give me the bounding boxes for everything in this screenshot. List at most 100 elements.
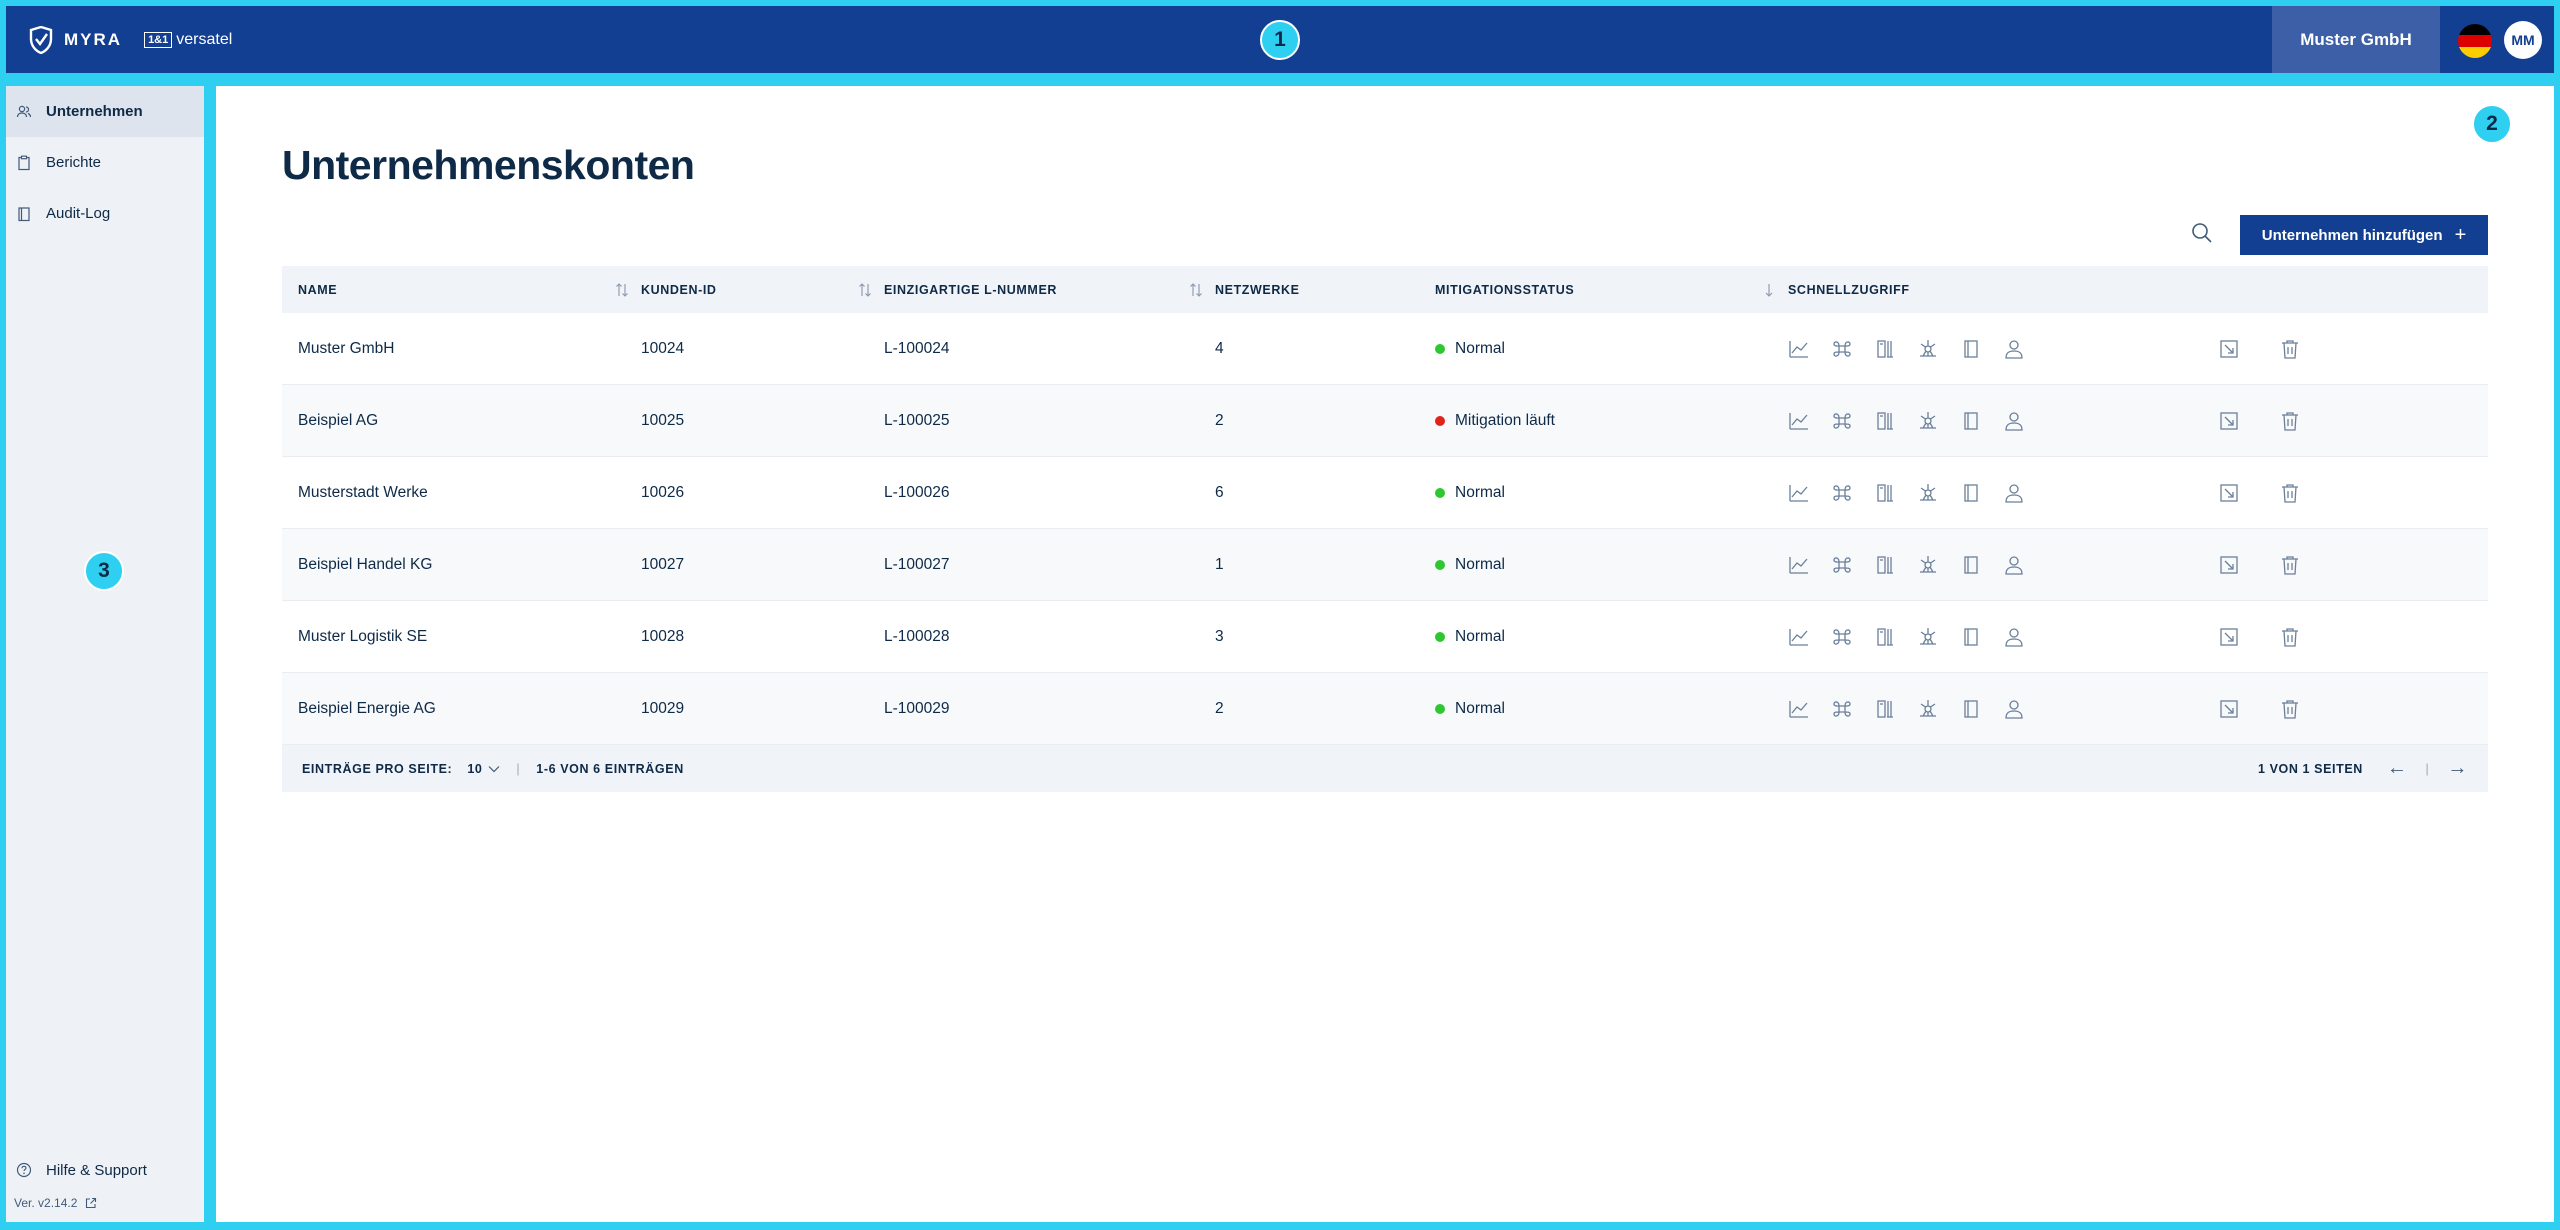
file-icon[interactable] <box>1960 626 1982 648</box>
command-icon[interactable] <box>1831 410 1853 432</box>
version-info[interactable]: Ver. v2.14.2 <box>6 1190 204 1222</box>
search-icon[interactable] <box>2189 220 2215 246</box>
trash-icon[interactable] <box>2279 554 2301 576</box>
command-icon[interactable] <box>1831 626 1853 648</box>
table-row[interactable]: Muster GmbH 10024 L-100024 4 Normal <box>282 313 2488 385</box>
plus-icon: + <box>2454 223 2467 246</box>
network-icon[interactable] <box>1917 698 1939 720</box>
user-icon[interactable] <box>2003 482 2025 504</box>
edit-icon[interactable] <box>2218 482 2240 504</box>
annotation-badge-1: 1 <box>1260 20 1300 60</box>
user-icon[interactable] <box>2003 626 2025 648</box>
user-icon[interactable] <box>2003 410 2025 432</box>
chart-icon[interactable] <box>1788 554 1810 576</box>
file-icon[interactable] <box>1960 698 1982 720</box>
trash-icon[interactable] <box>2279 410 2301 432</box>
user-icon[interactable] <box>2003 338 2025 360</box>
chart-icon[interactable] <box>1788 626 1810 648</box>
sort-icon <box>1189 282 1203 298</box>
document-icon <box>16 206 32 222</box>
customer-id: 10024 <box>641 339 685 357</box>
chart-icon[interactable] <box>1788 698 1810 720</box>
version-label: Ver. v2.14.2 <box>14 1196 78 1210</box>
cell-netzwerke: 4 <box>1215 313 1435 384</box>
sidebar-item-audit-log[interactable]: Audit-Log <box>6 188 204 239</box>
server-icon[interactable] <box>1874 338 1896 360</box>
network-icon[interactable] <box>1917 338 1939 360</box>
column-label: EINZIGARTIGE L-NUMMER <box>884 282 1058 297</box>
per-page-value: 10 <box>467 761 483 776</box>
sidebar-item-unternehmen[interactable]: Unternehmen <box>6 86 204 137</box>
network-icon[interactable] <box>1917 410 1939 432</box>
command-icon[interactable] <box>1831 698 1853 720</box>
per-page-select[interactable]: 10 <box>467 762 500 776</box>
cell-actions <box>2218 529 2488 600</box>
chart-icon[interactable] <box>1788 410 1810 432</box>
edit-icon[interactable] <box>2218 554 2240 576</box>
column-header-name[interactable]: NAME <box>282 266 641 313</box>
trash-icon[interactable] <box>2279 626 2301 648</box>
company-name: Musterstadt Werke <box>298 483 428 501</box>
status-dot <box>1435 559 1445 570</box>
add-company-button[interactable]: Unternehmen hinzufügen + <box>2240 215 2488 255</box>
next-page-arrow-icon[interactable]: → <box>2447 757 2468 779</box>
company-name: Muster GmbH <box>298 339 395 357</box>
edit-icon[interactable] <box>2218 410 2240 432</box>
pagination: 1 VON 1 SEITEN ← | → <box>2258 757 2468 780</box>
table-row[interactable]: Beispiel Handel KG 10027 L-100027 1 Normal <box>282 529 2488 601</box>
company-switcher[interactable]: Muster GmbH <box>2272 6 2440 73</box>
server-icon[interactable] <box>1874 698 1896 720</box>
table-row[interactable]: Beispiel Energie AG 10029 L-100029 2 Normal <box>282 673 2488 745</box>
row-actions <box>2218 626 2340 648</box>
server-icon[interactable] <box>1874 410 1896 432</box>
file-icon[interactable] <box>1960 482 1982 504</box>
network-icon[interactable] <box>1917 482 1939 504</box>
german-flag-icon[interactable] <box>2458 24 2492 58</box>
network-count: 2 <box>1215 411 1224 429</box>
prev-page-arrow-icon[interactable]: ← <box>2386 757 2408 779</box>
brand-logo[interactable]: MYRA <box>28 25 122 54</box>
cell-l-nummer: L-100025 <box>884 385 1215 456</box>
trash-icon[interactable] <box>2279 338 2301 360</box>
user-icon[interactable] <box>2003 554 2025 576</box>
network-icon[interactable] <box>1917 626 1939 648</box>
column-header-kunden-id[interactable]: KUNDEN-ID <box>641 266 884 313</box>
page-indicator: 1 VON 1 SEITEN <box>2257 761 2363 776</box>
company-name: Beispiel Handel KG <box>298 555 433 573</box>
table-row[interactable]: Beispiel AG 10025 L-100025 2 Mitigation läuf… <box>282 385 2488 457</box>
help-support-link[interactable]: Hilfe & Support <box>6 1150 204 1190</box>
row-actions <box>2218 410 2340 432</box>
server-icon[interactable] <box>1874 626 1896 648</box>
partner-box: 1&1 <box>144 31 173 48</box>
command-icon[interactable] <box>1831 554 1853 576</box>
table-row[interactable]: Musterstadt Werke 10026 L-100026 6 Normal <box>282 457 2488 529</box>
network-icon[interactable] <box>1917 554 1939 576</box>
column-label: NETZWERKE <box>1215 282 1300 297</box>
company-name: Beispiel AG <box>298 411 379 429</box>
chart-icon[interactable] <box>1788 338 1810 360</box>
file-icon[interactable] <box>1960 554 1982 576</box>
command-icon[interactable] <box>1831 338 1853 360</box>
user-icon[interactable] <box>2003 698 2025 720</box>
server-icon[interactable] <box>1874 554 1896 576</box>
file-icon[interactable] <box>1960 410 1982 432</box>
edit-icon[interactable] <box>2218 698 2240 720</box>
command-icon[interactable] <box>1831 482 1853 504</box>
column-header-l-nummer[interactable]: EINZIGARTIGE L-NUMMER <box>884 266 1215 313</box>
edit-icon[interactable] <box>2218 626 2240 648</box>
user-avatar[interactable]: MM <box>2504 21 2542 59</box>
cell-netzwerke: 2 <box>1215 673 1435 744</box>
trash-icon[interactable] <box>2279 698 2301 720</box>
server-icon[interactable] <box>1874 482 1896 504</box>
help-circle-icon <box>16 1162 32 1178</box>
l-number: L-100024 <box>884 339 950 357</box>
cell-status: Normal <box>1435 313 1788 384</box>
column-header-mitigationsstatus[interactable]: MITIGATIONSSTATUS <box>1435 266 1788 313</box>
file-icon[interactable] <box>1960 338 1982 360</box>
chart-icon[interactable] <box>1788 482 1810 504</box>
trash-icon[interactable] <box>2279 482 2301 504</box>
cell-kunden-id: 10028 <box>641 601 884 672</box>
sidebar-item-berichte[interactable]: Berichte <box>6 137 204 188</box>
table-row[interactable]: Muster Logistik SE 10028 L-100028 3 Normal <box>282 601 2488 673</box>
edit-icon[interactable] <box>2218 338 2240 360</box>
